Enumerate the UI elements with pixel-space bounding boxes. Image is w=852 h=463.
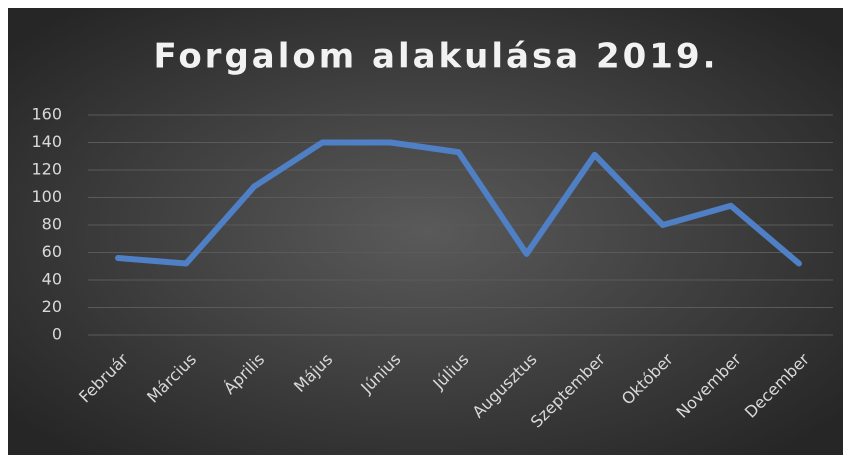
y-tick-label: 140	[31, 132, 62, 151]
y-tick-label: 100	[31, 187, 62, 206]
y-tick-label: 80	[42, 215, 62, 234]
data-line	[115, 139, 802, 267]
chart-title: Forgalom alakulása 2019.	[153, 37, 718, 77]
y-tick-label: 40	[42, 270, 62, 289]
y-tick-label: 20	[42, 297, 62, 316]
y-tick-label: 60	[42, 242, 62, 261]
y-tick-label: 120	[31, 160, 62, 179]
y-tick-label: 160	[31, 105, 62, 124]
y-tick-label: 0	[52, 325, 62, 344]
chart-background	[8, 8, 843, 455]
